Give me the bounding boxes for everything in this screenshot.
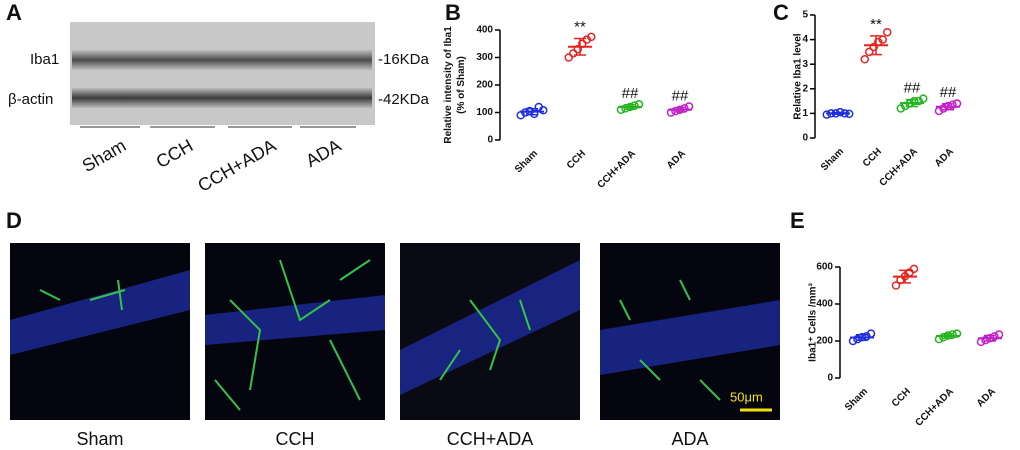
significance: **: [574, 18, 586, 35]
x-tick-label: CCH+ADA: [877, 146, 920, 189]
x-tick-label: Sham: [819, 146, 846, 173]
y-tick-label: 400: [816, 299, 833, 310]
x-tick-label: ADA: [665, 148, 688, 171]
panel-letter: D: [6, 208, 22, 233]
x-tick-label: CCH+ADA: [913, 386, 956, 429]
data-point: [891, 281, 901, 290]
y-tick-label: 0: [827, 373, 833, 384]
y-axis-label: Relative Iba1 level: [793, 33, 804, 119]
data-point: [896, 104, 905, 113]
micrograph-label: ADA: [671, 429, 708, 449]
data-point: [822, 110, 831, 119]
x-tick-label: CCH: [890, 386, 913, 409]
y-tick-label: 600: [816, 262, 833, 273]
data-point: [869, 42, 878, 52]
data-point: [948, 100, 957, 110]
significance: **: [870, 16, 882, 33]
panel-letter: E: [790, 208, 805, 233]
y-tick-label: 400: [476, 25, 493, 36]
y-axis-label: Relative intensity of Iba1: [443, 26, 454, 144]
y-tick-label: 5: [802, 10, 808, 21]
x-tick-label: CCH+ADA: [595, 148, 638, 191]
x-tick-label: ADA: [975, 386, 998, 409]
micrograph-label: CCH+ADA: [447, 429, 534, 449]
y-tick-label: 200: [476, 80, 493, 91]
data-point: [981, 335, 990, 345]
data-point: [630, 101, 639, 110]
data-point: [909, 264, 919, 274]
blot-size-label: -16KDa: [378, 51, 430, 68]
significance: ##: [940, 84, 957, 101]
lane-label: CCH+ADA: [194, 135, 279, 196]
y-axis-label: (% of Sham): [456, 56, 467, 114]
y-tick-label: 100: [476, 107, 493, 118]
lane-label: CCH: [153, 135, 197, 172]
panel-letter: C: [773, 0, 789, 25]
panel-letter: B: [445, 0, 461, 25]
y-tick-label: 0: [802, 133, 808, 144]
data-point: [671, 106, 680, 116]
data-point: [878, 35, 887, 44]
x-tick-label: Sham: [843, 386, 870, 413]
blot-row-label: Iba1: [30, 51, 59, 68]
y-tick-label: 0: [487, 135, 493, 146]
significance: ##: [904, 80, 921, 97]
data-point: [621, 104, 630, 113]
data-point: [910, 96, 919, 106]
x-tick-label: Sham: [513, 148, 540, 175]
blot-row-label: β-actin: [8, 91, 53, 108]
data-point: [564, 53, 573, 62]
significance: ##: [622, 85, 639, 102]
data-point: [865, 47, 874, 57]
y-tick-label: 300: [476, 52, 493, 63]
y-tick-label: 3: [802, 59, 808, 70]
data-point: [883, 27, 892, 37]
data-point: [990, 332, 999, 341]
data-point: [539, 106, 548, 115]
data-point: [860, 55, 869, 64]
y-tick-label: 2: [802, 83, 808, 94]
micrograph-label: CCH: [276, 429, 315, 449]
data-point: [587, 32, 596, 42]
lane-label: Sham: [79, 135, 130, 176]
blot-size-label: -42KDa: [378, 91, 430, 108]
scale-bar-label: 50μm: [730, 389, 763, 404]
x-tick-label: CCH: [861, 146, 884, 169]
y-tick-label: 1: [802, 108, 808, 119]
lane-label: ADA: [302, 135, 344, 171]
data-point: [573, 45, 582, 54]
significance: ##: [672, 88, 689, 105]
y-axis-label: Iba1⁺ Cells /mm³: [808, 283, 819, 362]
data-point: [569, 49, 578, 58]
y-tick-label: 200: [816, 336, 833, 347]
data-point: [914, 96, 923, 106]
x-tick-label: CCH: [565, 148, 588, 171]
data-point: [530, 109, 539, 119]
y-tick-label: 4: [802, 34, 808, 45]
x-tick-label: ADA: [933, 146, 956, 169]
micrograph-label: Sham: [76, 429, 123, 449]
micrographs: [10, 243, 780, 420]
data-point: [939, 104, 948, 113]
data-point: [853, 334, 862, 344]
western-blot: [70, 22, 375, 128]
panel-letter: A: [6, 0, 22, 25]
